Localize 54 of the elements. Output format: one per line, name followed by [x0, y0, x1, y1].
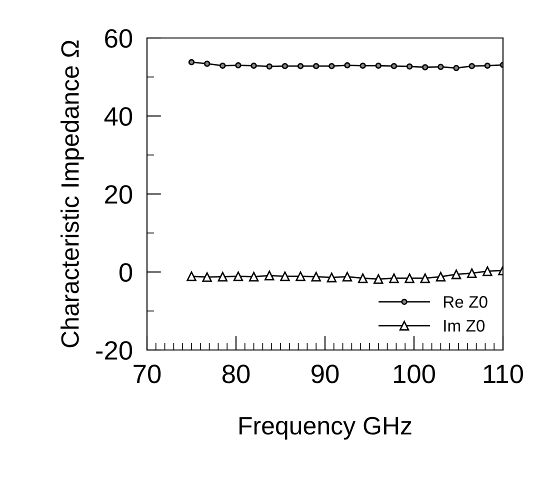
point	[296, 271, 306, 282]
point	[390, 62, 398, 70]
y-tick-label: 20	[105, 185, 132, 204]
point	[389, 273, 399, 284]
legend-label: Re Z0	[444, 296, 488, 308]
y-tick-label: 60	[105, 29, 132, 48]
x-tick-label: 90	[312, 364, 339, 384]
x-tick-label: 70	[134, 364, 161, 384]
point	[218, 272, 228, 282]
legend-label: Im Z0	[444, 320, 485, 332]
point	[420, 273, 430, 284]
point	[204, 60, 210, 67]
point	[326, 272, 337, 282]
point	[451, 269, 462, 280]
x-axis-title: Frequency GHz	[240, 416, 412, 440]
point	[482, 266, 492, 276]
point	[248, 272, 259, 282]
point	[311, 272, 321, 282]
x-tick-label: 80	[222, 364, 250, 384]
point	[328, 62, 335, 70]
point	[312, 62, 320, 70]
point	[438, 64, 444, 70]
point	[344, 62, 350, 68]
point	[468, 62, 475, 70]
point	[186, 271, 196, 282]
point	[282, 62, 288, 70]
point	[484, 62, 491, 69]
point	[375, 62, 382, 69]
point	[360, 62, 366, 69]
x-tick-label: 100	[394, 364, 435, 384]
point	[250, 62, 257, 69]
point	[406, 63, 413, 70]
point	[453, 64, 460, 72]
point	[188, 59, 195, 66]
point	[358, 273, 368, 284]
point	[436, 272, 446, 282]
point	[220, 62, 226, 69]
y-tick-label: 0	[119, 263, 132, 282]
point	[374, 274, 384, 284]
y-tick-label: -20	[96, 341, 132, 360]
point	[235, 62, 242, 68]
point	[202, 272, 212, 282]
point	[404, 273, 414, 284]
y-tick-label: 40	[104, 107, 132, 126]
point	[233, 271, 244, 282]
x-tick-label: 110	[484, 364, 524, 384]
point	[466, 268, 477, 278]
point	[280, 271, 290, 282]
y-axis-title: Characteristic Impedance Ω	[60, 40, 84, 348]
point	[266, 63, 272, 70]
point	[297, 62, 304, 70]
point	[342, 272, 352, 282]
point	[422, 64, 428, 70]
point	[264, 270, 274, 280]
